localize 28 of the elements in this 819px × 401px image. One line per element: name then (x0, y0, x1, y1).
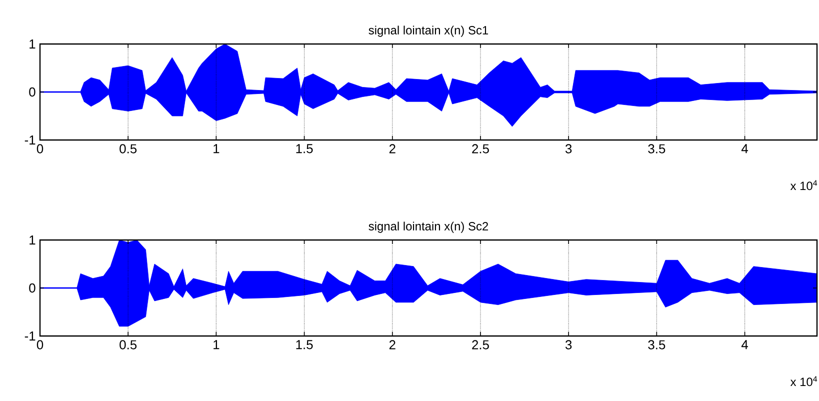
x-tick-label: 2.5 (472, 340, 489, 350)
x-tick-label: 1 (214, 144, 220, 154)
text: x 10$^{4}$ (790, 180, 818, 190)
x-tick-label: 0.5 (120, 340, 137, 350)
y-tick-label: 1 (30, 236, 36, 244)
x-tick-label: 3 (565, 340, 572, 350)
x-tick-label: 2.5 (472, 144, 489, 154)
chart-title: signal lointain x(n) Sc1 (368, 26, 488, 37)
x-tick-label: 2 (389, 340, 396, 350)
x-tick-label: 4 (741, 144, 748, 154)
x-tick-label: 0.5 (120, 144, 137, 154)
x-tick-label: 3.5 (648, 340, 666, 350)
y-tick-label: 0 (29, 283, 36, 293)
y-tick-label: 0 (29, 87, 36, 97)
x-tick-label: 1.5 (296, 340, 313, 350)
text: x 10$^{4}$ (790, 376, 818, 386)
chart-title: signal lointain x(n) Sc2 (368, 222, 488, 233)
y-tick-label: -1 (24, 136, 36, 144)
x-tick-label: 2 (389, 144, 396, 154)
x-tick-label: 0 (36, 144, 44, 154)
x-tick-label: 0 (36, 340, 44, 350)
y-tick-label: -1 (24, 332, 36, 340)
x-tick-label: 1.5 (296, 144, 313, 154)
x-tick-label: 3 (565, 144, 572, 154)
y-tick-label: 1 (30, 40, 36, 48)
x-tick-label: 4 (741, 340, 748, 350)
x-tick-label: 3.5 (648, 144, 666, 154)
x-tick-label: 1 (214, 340, 220, 350)
